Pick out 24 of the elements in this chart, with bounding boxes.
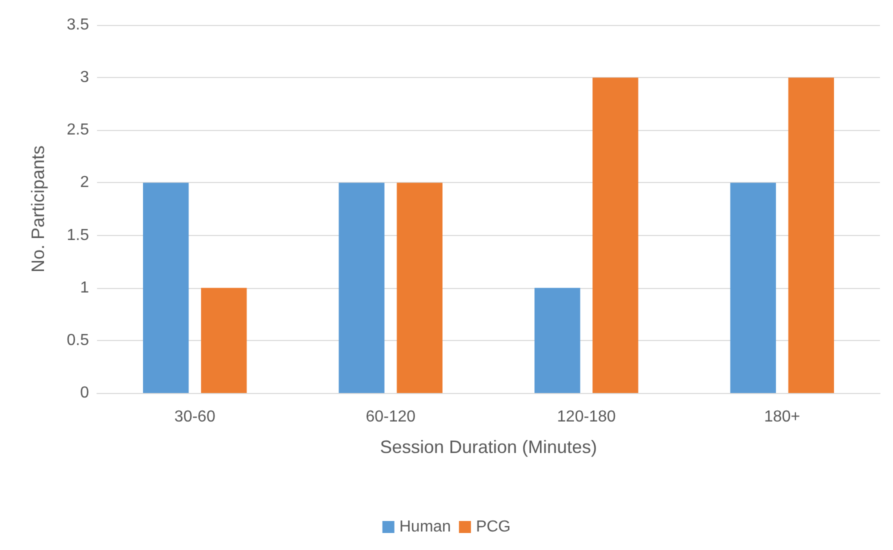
x-tick-label: 60-120 bbox=[366, 408, 416, 426]
bar bbox=[788, 78, 834, 393]
x-tick-label: 120-180 bbox=[557, 408, 616, 426]
bar bbox=[534, 288, 580, 393]
x-axis-title: Session Duration (Minutes) bbox=[380, 437, 598, 457]
legend-label: PCG bbox=[476, 518, 511, 536]
y-tick-label: 0 bbox=[80, 384, 90, 402]
y-tick-label: 3.5 bbox=[66, 16, 90, 34]
bar bbox=[143, 182, 189, 393]
x-tick-label: 30-60 bbox=[174, 408, 216, 426]
x-tick-label: 180+ bbox=[764, 408, 800, 426]
bar bbox=[338, 182, 384, 393]
y-tick-label: 0.5 bbox=[66, 332, 90, 349]
y-axis-title: No. Participants bbox=[28, 145, 48, 273]
bar bbox=[730, 182, 776, 393]
bar bbox=[201, 288, 247, 393]
y-tick-label: 1.5 bbox=[66, 226, 90, 244]
y-tick-label: 1 bbox=[80, 279, 90, 296]
bar bbox=[396, 182, 442, 393]
y-tick-label: 3 bbox=[80, 69, 90, 86]
legend-label: Human bbox=[399, 518, 451, 536]
y-tick-label: 2 bbox=[80, 174, 90, 192]
bar bbox=[592, 78, 638, 393]
y-tick-label: 2.5 bbox=[66, 122, 90, 139]
